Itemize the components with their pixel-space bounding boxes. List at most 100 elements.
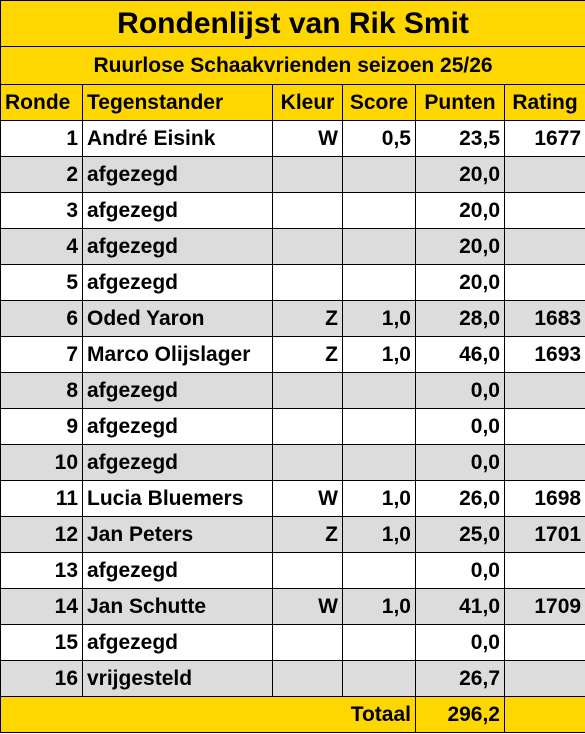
cell-rating: 1683: [503, 300, 585, 337]
cell-tegenstander: afgezegd: [82, 264, 273, 301]
cell-score: 1,0: [342, 588, 416, 625]
cell-score: 1,0: [342, 300, 416, 337]
cell-kleur: W: [272, 588, 343, 625]
cell-score: [342, 408, 416, 445]
cell-rating: 1693: [503, 336, 585, 373]
cell-kleur: [272, 156, 343, 193]
col-header-rating: Rating: [503, 84, 585, 121]
col-header-tegenstander: Tegenstander: [82, 84, 273, 121]
cell-ronde: 8: [0, 372, 83, 409]
cell-score: [342, 552, 416, 589]
cell-score: 1,0: [342, 516, 416, 553]
cell-score: [342, 372, 416, 409]
table-row: 3 afgezegd 20,0: [0, 192, 585, 229]
cell-kleur: W: [272, 120, 343, 157]
cell-rating: [503, 660, 585, 697]
cell-rating: 1698: [503, 480, 585, 517]
total-empty-cell: [503, 696, 585, 733]
cell-tegenstander: afgezegd: [82, 624, 273, 661]
total-label: Totaal: [0, 696, 416, 733]
cell-tegenstander: André Eisink: [82, 120, 273, 157]
cell-kleur: [272, 264, 343, 301]
cell-kleur: Z: [272, 300, 343, 337]
cell-tegenstander: afgezegd: [82, 192, 273, 229]
cell-kleur: [272, 552, 343, 589]
rows-body: 1 André Eisink W 0,5 23,5 1677 2 afgezegd 20,0 3 a…: [0, 120, 585, 697]
table-row: 2 afgezegd 20,0: [0, 156, 585, 193]
cell-kleur: [272, 192, 343, 229]
table-row: 15 afgezegd 0,0: [0, 624, 585, 661]
cell-punten: 20,0: [415, 228, 505, 265]
cell-ronde: 1: [0, 120, 83, 157]
table-row: 8 afgezegd 0,0: [0, 372, 585, 409]
cell-rating: 1677: [503, 120, 585, 157]
page-title: Rondenlijst van Rik Smit: [0, 0, 585, 47]
cell-rating: [503, 552, 585, 589]
subtitle-row: Ruurlose Schaakvrienden seizoen 25/26: [0, 46, 585, 85]
cell-punten: 0,0: [415, 372, 505, 409]
cell-kleur: [272, 372, 343, 409]
cell-rating: [503, 264, 585, 301]
cell-ronde: 5: [0, 264, 83, 301]
col-header-punten: Punten: [415, 84, 505, 121]
cell-tegenstander: afgezegd: [82, 156, 273, 193]
cell-tegenstander: Oded Yaron: [82, 300, 273, 337]
cell-tegenstander: afgezegd: [82, 552, 273, 589]
cell-rating: [503, 156, 585, 193]
footer-body: Totaal 296,2: [0, 696, 585, 733]
col-header-ronde: Ronde: [0, 84, 83, 121]
cell-ronde: 4: [0, 228, 83, 265]
cell-kleur: Z: [272, 516, 343, 553]
cell-rating: [503, 228, 585, 265]
table-row: 12 Jan Peters Z 1,0 25,0 1701: [0, 516, 585, 553]
cell-rating: [503, 372, 585, 409]
cell-tegenstander: Lucia Bluemers: [82, 480, 273, 517]
cell-punten: 0,0: [415, 408, 505, 445]
cell-score: [342, 228, 416, 265]
table-row: 11 Lucia Bluemers W 1,0 26,0 1698: [0, 480, 585, 517]
cell-ronde: 7: [0, 336, 83, 373]
cell-kleur: [272, 660, 343, 697]
cell-ronde: 16: [0, 660, 83, 697]
cell-ronde: 12: [0, 516, 83, 553]
cell-score: [342, 192, 416, 229]
cell-ronde: 6: [0, 300, 83, 337]
cell-punten: 28,0: [415, 300, 505, 337]
cell-kleur: [272, 444, 343, 481]
cell-punten: 20,0: [415, 264, 505, 301]
cell-tegenstander: afgezegd: [82, 228, 273, 265]
page-subtitle: Ruurlose Schaakvrienden seizoen 25/26: [0, 46, 585, 85]
cell-tegenstander: afgezegd: [82, 408, 273, 445]
cell-kleur: [272, 228, 343, 265]
cell-score: [342, 444, 416, 481]
cell-ronde: 13: [0, 552, 83, 589]
cell-rating: [503, 624, 585, 661]
cell-score: 1,0: [342, 480, 416, 517]
cell-punten: 20,0: [415, 192, 505, 229]
cell-rating: [503, 408, 585, 445]
cell-ronde: 10: [0, 444, 83, 481]
table-row: 16 vrijgesteld 26,7: [0, 660, 585, 697]
table-row: 6 Oded Yaron Z 1,0 28,0 1683: [0, 300, 585, 337]
header-row: Ronde Tegenstander Kleur Score Punten Ra…: [0, 84, 585, 121]
cell-rating: [503, 444, 585, 481]
cell-kleur: Z: [272, 336, 343, 373]
cell-kleur: W: [272, 480, 343, 517]
table-row: 4 afgezegd 20,0: [0, 228, 585, 265]
cell-score: 1,0: [342, 336, 416, 373]
cell-tegenstander: Jan Schutte: [82, 588, 273, 625]
cell-ronde: 14: [0, 588, 83, 625]
cell-tegenstander: vrijgesteld: [82, 660, 273, 697]
cell-punten: 0,0: [415, 552, 505, 589]
cell-punten: 25,0: [415, 516, 505, 553]
cell-kleur: [272, 624, 343, 661]
table-row: 9 afgezegd 0,0: [0, 408, 585, 445]
cell-punten: 26,7: [415, 660, 505, 697]
cell-ronde: 3: [0, 192, 83, 229]
title-row: Rondenlijst van Rik Smit: [0, 0, 585, 47]
cell-score: [342, 156, 416, 193]
cell-punten: 46,0: [415, 336, 505, 373]
cell-punten: 26,0: [415, 480, 505, 517]
cell-kleur: [272, 408, 343, 445]
cell-tegenstander: Marco Olijslager: [82, 336, 273, 373]
